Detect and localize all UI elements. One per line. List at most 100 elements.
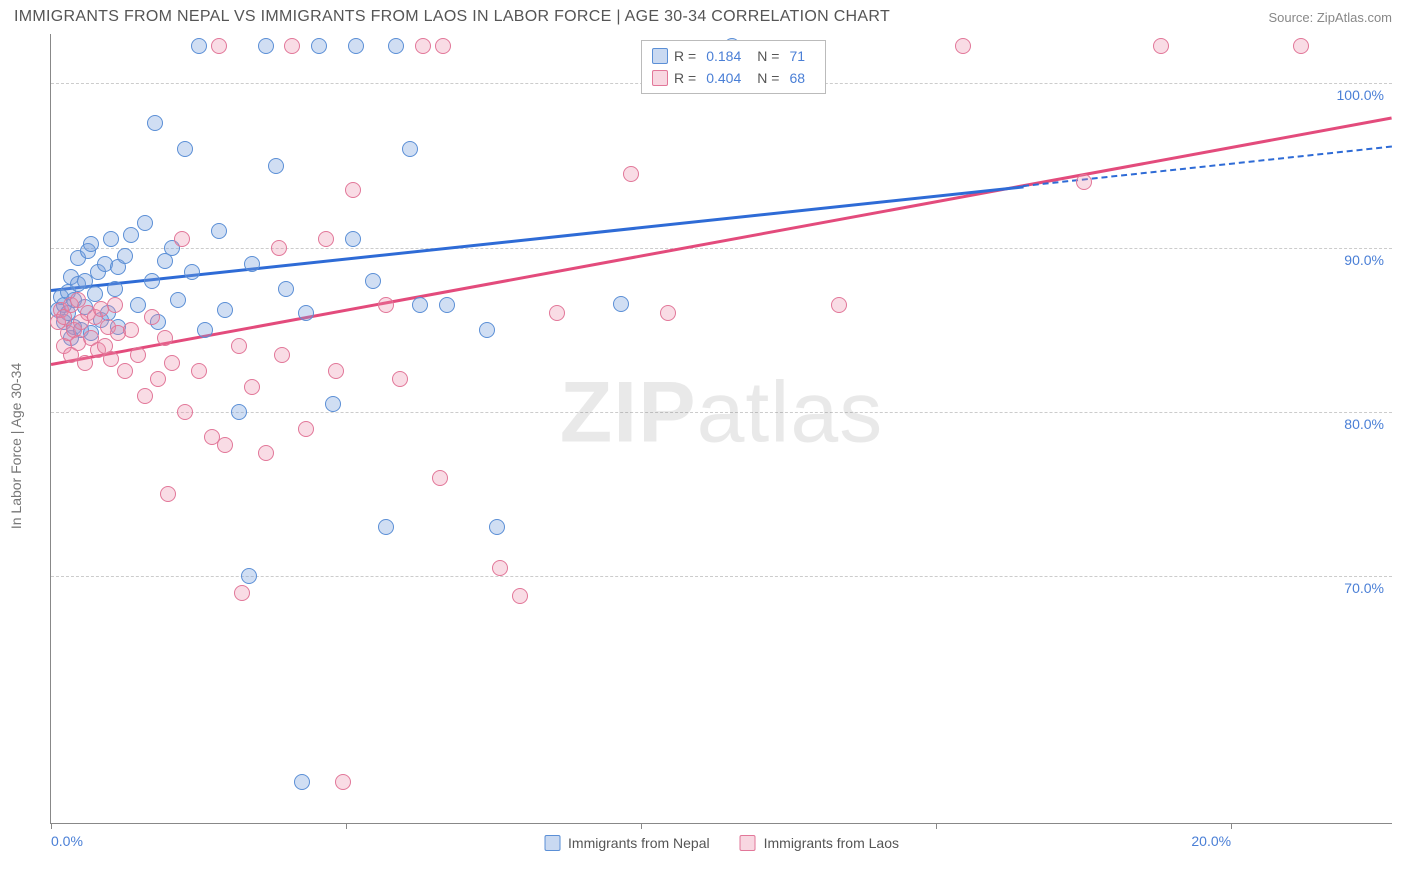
data-point bbox=[117, 363, 133, 379]
data-point bbox=[177, 404, 193, 420]
data-point bbox=[378, 297, 394, 313]
data-point bbox=[345, 231, 361, 247]
data-point bbox=[234, 585, 250, 601]
data-point bbox=[191, 38, 207, 54]
data-point bbox=[328, 363, 344, 379]
data-point bbox=[211, 38, 227, 54]
data-point bbox=[439, 297, 455, 313]
data-point bbox=[258, 38, 274, 54]
data-point bbox=[123, 227, 139, 243]
data-point bbox=[1153, 38, 1169, 54]
y-axis-title: In Labor Force | Age 30-34 bbox=[8, 363, 24, 529]
data-point bbox=[164, 355, 180, 371]
data-point bbox=[325, 396, 341, 412]
data-point bbox=[77, 355, 93, 371]
data-point bbox=[231, 404, 247, 420]
data-point bbox=[402, 141, 418, 157]
data-point bbox=[160, 486, 176, 502]
data-point bbox=[130, 347, 146, 363]
data-point bbox=[278, 281, 294, 297]
source-attribution: Source: ZipAtlas.com bbox=[1268, 10, 1392, 25]
data-point bbox=[211, 223, 227, 239]
legend-row-nepal: R = 0.184 N = 71 bbox=[652, 45, 815, 67]
data-point bbox=[258, 445, 274, 461]
data-point bbox=[479, 322, 495, 338]
n-value-nepal: 71 bbox=[789, 45, 805, 67]
data-point bbox=[107, 297, 123, 313]
data-point bbox=[660, 305, 676, 321]
x-tick bbox=[641, 823, 642, 829]
data-point bbox=[107, 281, 123, 297]
data-point bbox=[365, 273, 381, 289]
data-point bbox=[241, 568, 257, 584]
data-point bbox=[388, 38, 404, 54]
data-point bbox=[512, 588, 528, 604]
series-legend: Immigrants from Nepal Immigrants from La… bbox=[544, 835, 899, 851]
data-point bbox=[348, 38, 364, 54]
data-point bbox=[435, 38, 451, 54]
y-tick-label: 100.0% bbox=[1337, 87, 1384, 103]
data-point bbox=[177, 141, 193, 157]
data-point bbox=[123, 322, 139, 338]
y-tick-label: 70.0% bbox=[1344, 580, 1384, 596]
data-point bbox=[217, 302, 233, 318]
data-point bbox=[1293, 38, 1309, 54]
data-point bbox=[274, 347, 290, 363]
data-point bbox=[103, 231, 119, 247]
data-point bbox=[311, 38, 327, 54]
data-point bbox=[415, 38, 431, 54]
x-tick bbox=[1231, 823, 1232, 829]
data-point bbox=[244, 256, 260, 272]
x-tick bbox=[346, 823, 347, 829]
data-point bbox=[137, 215, 153, 231]
data-point bbox=[345, 182, 361, 198]
gridline bbox=[51, 248, 1392, 249]
x-tick bbox=[51, 823, 52, 829]
correlation-legend: R = 0.184 N = 71 R = 0.404 N = 68 bbox=[641, 40, 826, 94]
data-point bbox=[1076, 174, 1092, 190]
data-point bbox=[83, 236, 99, 252]
data-point bbox=[294, 774, 310, 790]
r-value-laos: 0.404 bbox=[706, 67, 741, 89]
trend-line bbox=[51, 116, 1392, 365]
swatch-nepal-icon bbox=[652, 48, 668, 64]
data-point bbox=[144, 309, 160, 325]
data-point bbox=[623, 166, 639, 182]
data-point bbox=[378, 519, 394, 535]
data-point bbox=[147, 115, 163, 131]
n-value-laos: 68 bbox=[789, 67, 805, 89]
data-point bbox=[217, 437, 233, 453]
data-point bbox=[955, 38, 971, 54]
data-point bbox=[87, 286, 103, 302]
x-tick-label: 20.0% bbox=[1191, 833, 1231, 849]
data-point bbox=[150, 371, 166, 387]
data-point bbox=[335, 774, 351, 790]
data-point bbox=[831, 297, 847, 313]
data-point bbox=[298, 421, 314, 437]
data-point bbox=[184, 264, 200, 280]
swatch-laos-icon bbox=[740, 835, 756, 851]
data-point bbox=[197, 322, 213, 338]
x-tick-label: 0.0% bbox=[51, 833, 83, 849]
chart-title: IMMIGRANTS FROM NEPAL VS IMMIGRANTS FROM… bbox=[14, 8, 890, 26]
swatch-laos-icon bbox=[652, 70, 668, 86]
data-point bbox=[549, 305, 565, 321]
swatch-nepal-icon bbox=[544, 835, 560, 851]
data-point bbox=[613, 296, 629, 312]
data-point bbox=[298, 305, 314, 321]
legend-row-laos: R = 0.404 N = 68 bbox=[652, 67, 815, 89]
data-point bbox=[244, 379, 260, 395]
y-tick-label: 80.0% bbox=[1344, 416, 1384, 432]
data-point bbox=[170, 292, 186, 308]
legend-item-laos: Immigrants from Laos bbox=[740, 835, 899, 851]
data-point bbox=[103, 351, 119, 367]
data-point bbox=[432, 470, 448, 486]
data-point bbox=[489, 519, 505, 535]
y-tick-label: 90.0% bbox=[1344, 252, 1384, 268]
gridline bbox=[51, 412, 1392, 413]
r-value-nepal: 0.184 bbox=[706, 45, 741, 67]
data-point bbox=[318, 231, 334, 247]
data-point bbox=[492, 560, 508, 576]
data-point bbox=[157, 330, 173, 346]
x-tick bbox=[936, 823, 937, 829]
